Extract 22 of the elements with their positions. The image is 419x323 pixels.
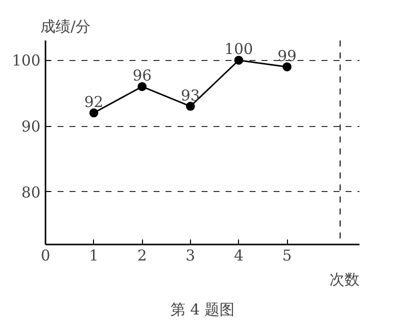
y-axis-title: 成绩/分 (40, 18, 91, 36)
x-tick-label: 0 (40, 246, 50, 264)
text: 第 4 题图 (170, 300, 235, 318)
point (138, 82, 147, 92)
x-tick-label: 1 (89, 246, 99, 264)
data-label: 96 (132, 66, 152, 85)
point (282, 62, 292, 72)
x-tick-label: 4 (234, 246, 244, 264)
y-tick-label: 100 (12, 52, 41, 70)
data-label: 93 (180, 86, 200, 104)
point (89, 108, 98, 118)
data-label: 100 (224, 40, 254, 58)
x-tick-label: 3 (186, 246, 196, 264)
y-tick-label: 80 (21, 183, 41, 202)
point (234, 56, 244, 65)
data-label: 99 (277, 46, 297, 65)
x-tick-label: 5 (282, 246, 292, 264)
y-tick-label: 90 (21, 118, 41, 136)
x-tick-label: 2 (137, 246, 147, 264)
point (186, 102, 195, 111)
x-axis-title: 次数 (330, 270, 360, 288)
data-label: 92 (84, 92, 104, 111)
